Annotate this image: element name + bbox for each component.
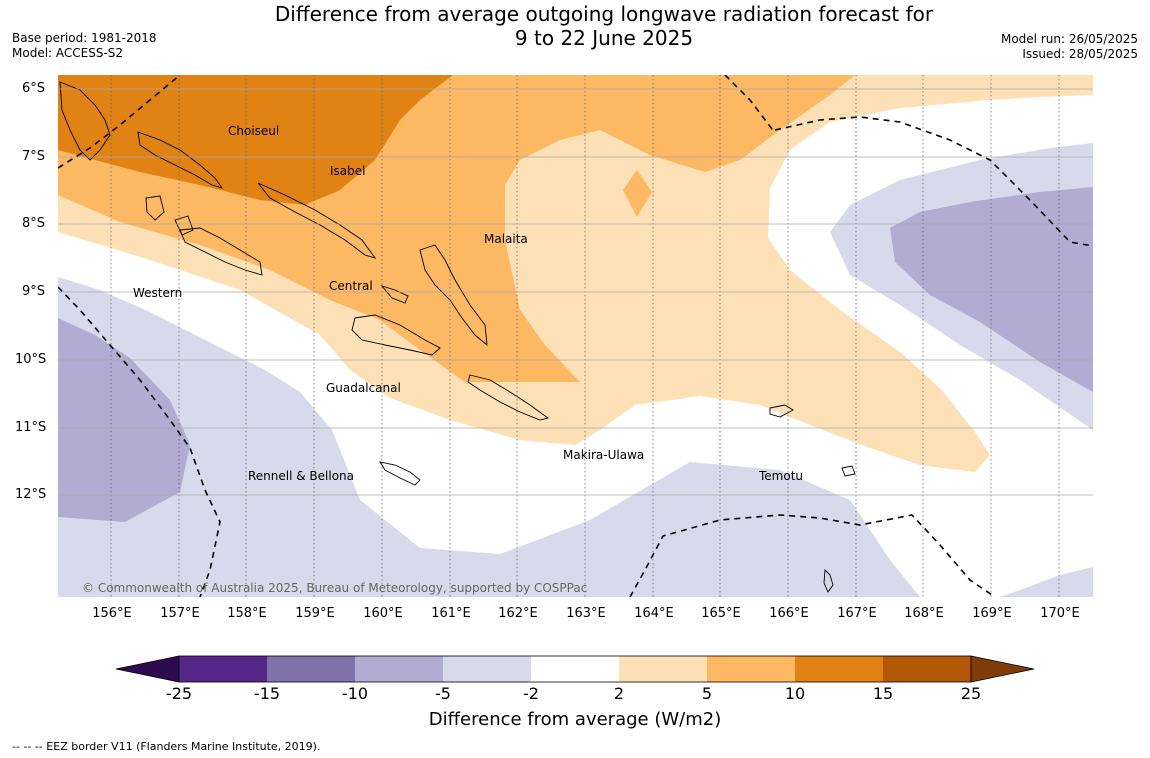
lon-label-170e: 170°E (1040, 606, 1080, 621)
lon-label-167e: 167°E (837, 606, 877, 621)
label-western: Western (133, 286, 182, 300)
map-title: Difference from average outgoing longwav… (0, 2, 1150, 50)
colorbar (115, 655, 1035, 683)
eez-south (629, 514, 996, 597)
colorbar-tick-15: 15 (872, 684, 894, 703)
coast-santa-cruz (769, 404, 794, 418)
colorbar-tick-minus-2: -2 (523, 684, 539, 703)
coast-reef-islands (841, 465, 856, 477)
lon-label-164e: 164°E (634, 606, 674, 621)
colorbar-segment-7 (707, 656, 795, 682)
lon-label-156e: 156°E (92, 606, 132, 621)
coast-bougainville (59, 81, 111, 161)
label-malaita: Malaita (484, 232, 528, 246)
colorbar-tick-5: 5 (701, 684, 713, 703)
colorbar-tick-minus-5: -5 (435, 684, 451, 703)
eez-north-east (774, 116, 1093, 247)
coast-malaita (419, 244, 488, 347)
colorbar-extend-low (115, 655, 180, 683)
colorbar-segment-1 (179, 656, 267, 682)
issued-date: Issued: 28/05/2025 (1022, 47, 1138, 61)
coast-kolombangara (174, 215, 194, 236)
lon-label-159e: 159°E (295, 606, 335, 621)
lon-label-166e: 166°E (769, 606, 809, 621)
lat-label-10s: 10°S (15, 352, 47, 367)
label-rennell-bellona: Rennell & Bellona (248, 469, 354, 483)
label-isabel: Isabel (330, 164, 365, 178)
eez-west (58, 286, 221, 597)
lon-label-169e: 169°E (972, 606, 1012, 621)
eez-north (724, 75, 776, 134)
lon-label-162e: 162°E (498, 606, 538, 621)
eez-north-west (58, 75, 181, 169)
coast-choiseul (137, 131, 224, 189)
lat-label-11s: 11°S (15, 420, 47, 435)
field-purple-west (58, 318, 190, 522)
colorbar-tick-minus-15: -15 (253, 684, 281, 703)
coast-makira (467, 374, 550, 421)
colorbar-segment-9 (883, 656, 971, 682)
colorbar-extend-high (970, 655, 1035, 683)
eez-footnote: -- -- -- EEZ border V11 (Flanders Marine… (12, 740, 321, 753)
colorbar-tick-minus-25: -25 (165, 684, 193, 703)
lon-label-161e: 161°E (431, 606, 471, 621)
lon-label-158e: 158°E (227, 606, 267, 621)
lon-label-163e: 163°E (566, 606, 606, 621)
lat-label-12s: 12°S (15, 487, 47, 502)
field-light-purple-southeast (1000, 567, 1093, 597)
lat-label-6s: 6°S (22, 81, 46, 96)
label-temotu: Temotu (758, 469, 803, 483)
coast-isabel (257, 182, 377, 259)
coast-nggela (380, 285, 409, 304)
lon-label-165e: 165°E (701, 606, 741, 621)
field-dark-orange (58, 75, 453, 205)
colorbar-segment-2 (267, 656, 355, 682)
label-choiseul: Choiseul (228, 124, 279, 138)
lat-label-8s: 8°S (22, 216, 46, 231)
label-makira-ulawa: Makira-Ulawa (563, 448, 644, 462)
field-orange-blob (623, 170, 652, 217)
lat-label-7s: 7°S (22, 149, 46, 164)
colorbar-segment-5 (531, 656, 619, 682)
coast-guadalcanal (351, 314, 441, 356)
colorbar-title: Difference from average (W/m2) (428, 709, 722, 730)
model-name: Model: ACCESS-S2 (12, 46, 124, 60)
coast-rennell (379, 461, 421, 486)
title-line-2: 9 to 22 June 2025 (514, 26, 694, 50)
model-run: Model run: 26/05/2025 (1000, 32, 1138, 46)
coastlines (59, 81, 856, 593)
lon-label-160e: 160°E (363, 606, 403, 621)
lat-label-9s: 9°S (22, 284, 46, 299)
longitude-gridlines (110, 75, 1060, 597)
colorbar-tick-10: 10 (784, 684, 806, 703)
colorbar-tick-25: 25 (960, 684, 982, 703)
base-period: Base period: 1981-2018 (12, 31, 157, 45)
eez-borders (58, 75, 1093, 597)
latitude-gridlines (58, 88, 1093, 496)
colorbar-outline (178, 655, 972, 683)
lon-label-157e: 157°E (160, 606, 200, 621)
coast-vella-lavella (145, 195, 165, 221)
colorbar-segment-4 (443, 656, 531, 682)
field-purple-east (890, 187, 1093, 392)
title-line-1: Difference from average outgoing longwav… (274, 2, 934, 26)
coast-vanikoro (823, 568, 834, 593)
colorbar-segment-3 (355, 656, 443, 682)
colorbar-tick-2: 2 (613, 684, 625, 703)
colorbar-segment-6 (619, 656, 707, 682)
field-light-purple-west (58, 277, 920, 597)
meta-right: Model run: 26/05/2025 Issued: 28/05/2025 (1001, 32, 1138, 62)
colorbar-segment-8 (795, 656, 883, 682)
copyright-text: © Commonwealth of Australia 2025, Bureau… (82, 581, 587, 595)
meta-left: Base period: 1981-2018 Model: ACCESS-S2 (12, 31, 157, 61)
coast-new-georgia (179, 227, 263, 276)
lon-label-168e: 168°E (904, 606, 944, 621)
anomaly-field: Choiseul Isabel Malaita Western Central … (58, 75, 1093, 597)
label-guadalcanal: Guadalcanal (326, 381, 401, 395)
label-central: Central (329, 279, 373, 293)
colorbar-tick-minus-10: -10 (341, 684, 369, 703)
